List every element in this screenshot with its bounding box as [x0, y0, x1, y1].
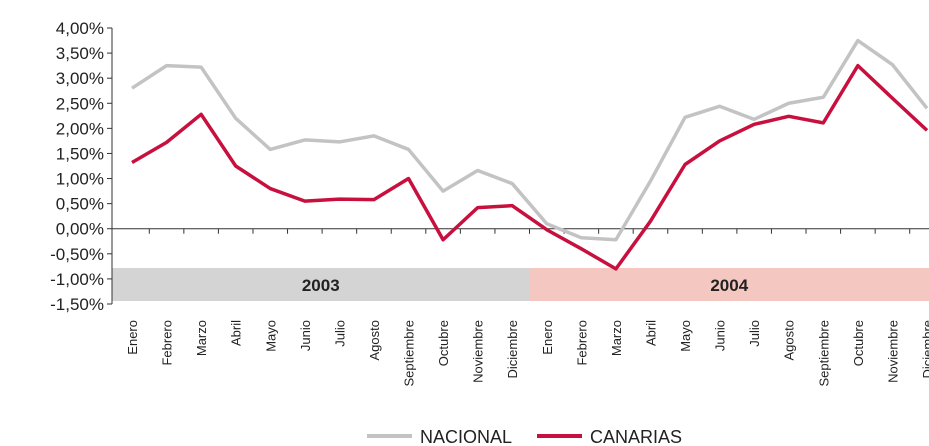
x-tick-label: Noviembre — [471, 320, 486, 383]
x-tick-label: Junio — [713, 320, 728, 351]
x-tick-label: Marzo — [609, 320, 624, 356]
y-tick-label: 4,00% — [56, 19, 104, 38]
x-tick-label: Agosto — [782, 320, 797, 360]
series-line — [131, 63, 929, 271]
x-tick-label: Enero — [125, 320, 140, 355]
period-band — [112, 268, 530, 301]
x-tick-label: Noviembre — [885, 320, 900, 383]
y-tick-label: 1,50% — [56, 144, 104, 163]
x-tick-label: Octubre — [851, 320, 866, 366]
y-tick-label: -0,50% — [50, 245, 104, 264]
x-tick-label: Junio — [298, 320, 313, 351]
y-tick-label: 1,00% — [56, 170, 104, 189]
x-tick-label: Mayo — [678, 320, 693, 352]
x-tick-label: Mayo — [263, 320, 278, 352]
x-tick-label: Octubre — [436, 320, 451, 366]
y-tick-label: -1,50% — [50, 295, 104, 314]
x-tick-label: Diciembre — [920, 320, 929, 379]
legend-label: CANARIAS — [590, 427, 682, 446]
x-tick-label: Diciembre — [505, 320, 520, 379]
x-tick-label: Marzo — [194, 320, 209, 356]
period-label: 2003 — [302, 276, 340, 295]
y-tick-label: 2,00% — [56, 119, 104, 138]
period-label: 2004 — [710, 276, 748, 295]
legend-label: NACIONAL — [420, 427, 512, 446]
x-tick-label: Agosto — [367, 320, 382, 360]
x-tick-label: Febrero — [160, 320, 175, 366]
x-tick-label: Julio — [332, 320, 347, 347]
y-tick-label: 0,00% — [56, 220, 104, 239]
x-tick-label: Febrero — [574, 320, 589, 366]
x-tick-label: Abril — [643, 320, 658, 346]
y-tick-label: 2,50% — [56, 94, 104, 113]
y-tick-label: 3,00% — [56, 69, 104, 88]
x-tick-label: Septiembre — [816, 320, 831, 386]
x-tick-label: Septiembre — [402, 320, 417, 386]
x-tick-label: Abril — [229, 320, 244, 346]
x-tick-label: Enero — [540, 320, 555, 355]
y-tick-label: 3,50% — [56, 44, 104, 63]
x-tick-label: Julio — [747, 320, 762, 347]
y-tick-label: 0,50% — [56, 195, 104, 214]
y-tick-label: -1,00% — [50, 270, 104, 289]
period-band — [529, 268, 929, 301]
series-line — [131, 38, 929, 242]
